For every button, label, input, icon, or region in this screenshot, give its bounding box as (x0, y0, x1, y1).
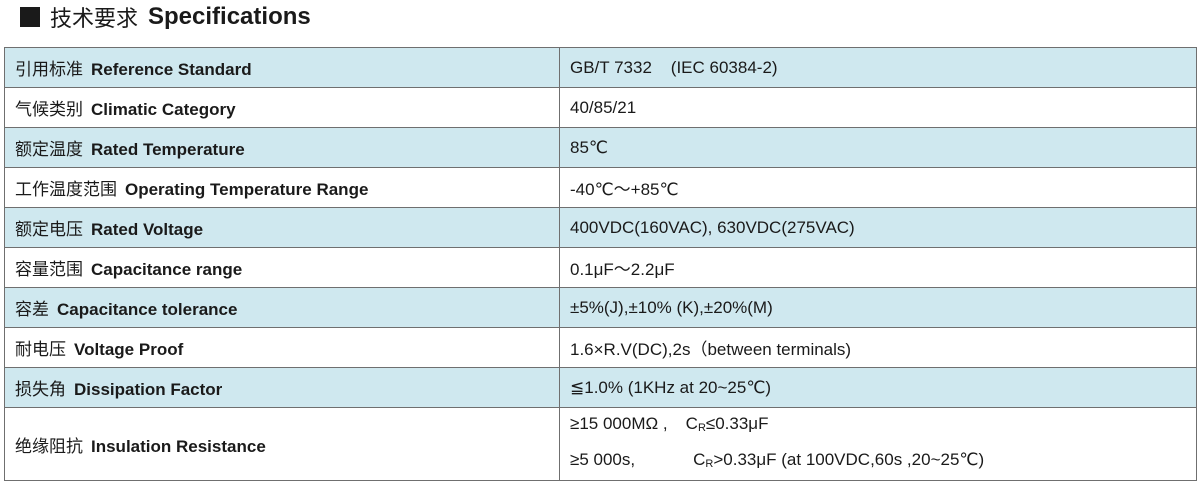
label-english: Climatic Category (91, 100, 236, 119)
insulation-line-1-resistance: ≥15 000MΩ , (570, 414, 668, 433)
label-english: Dissipation Factor (74, 380, 223, 399)
label-chinese: 工作温度范围 (15, 180, 117, 200)
section-heading: 技术要求 Specifications (20, 2, 311, 32)
row-value: 400VDC(160VAC), 630VDC(275VAC) (559, 207, 1197, 248)
row-label: 工作温度范围 Operating Temperature Range (4, 167, 560, 208)
heading-chinese: 技术要求 (50, 7, 139, 32)
row-value: ±5%(J),±10% (K),±20%(M) (559, 287, 1197, 328)
label-chinese: 容量范围 (15, 260, 83, 280)
row-label: 引用标准 Reference Standard (4, 47, 560, 88)
square-bullet-icon (20, 7, 40, 27)
table-row: 额定电压 Rated Voltage 400VDC(160VAC), 630VDC… (4, 207, 1197, 248)
capacitance-subscript: R (705, 458, 714, 470)
capacitance-subscript: R (697, 422, 706, 434)
row-label: 耐电压 Voltage Proof (4, 327, 560, 368)
label-chinese: 引用标准 (15, 60, 83, 80)
insulation-line-1: ≥15 000MΩ , CR≤0.33μF (570, 408, 1196, 444)
row-label: 容差 Capacitance tolerance (4, 287, 560, 328)
table-row: 额定温度 Rated Temperature 85℃ (4, 127, 1197, 168)
row-label: 气候类别 Climatic Category (4, 87, 560, 128)
label-english: Reference Standard (91, 60, 252, 79)
specifications-table: 引用标准 Reference Standard GB/T 7332 (IEC 60… (4, 47, 1197, 481)
row-label: 损失角 Dissipation Factor (4, 367, 560, 408)
insulation-line-2: ≥5 000s, CR>0.33μF (at 100VDC,60s ,20~25℃… (570, 444, 1196, 480)
row-value: GB/T 7332 (IEC 60384-2) (559, 47, 1197, 88)
row-label: 绝缘阻抗 Insulation Resistance (4, 407, 560, 481)
row-value: 85℃ (559, 127, 1197, 168)
table-row: 容量范围 Capacitance range 0.1μF～2.2μF (4, 247, 1197, 288)
table-row: 损失角 Dissipation Factor ≦1.0% (1KHz at 20~… (4, 367, 1197, 408)
label-english: Rated Voltage (91, 220, 204, 239)
table-row: 容差 Capacitance tolerance ±5%(J),±10% (K),… (4, 287, 1197, 328)
table-row: 气候类别 Climatic Category 40/85/21 (4, 87, 1197, 128)
label-english: Capacitance range (91, 260, 243, 279)
label-chinese: 绝缘阻抗 (15, 436, 83, 457)
insulation-line-1-condition: ≤0.33μF (705, 414, 769, 433)
row-label: 容量范围 Capacitance range (4, 247, 560, 288)
row-label: 额定电压 Rated Voltage (4, 207, 560, 248)
row-value: -40℃～+85℃ (559, 167, 1197, 208)
label-english: Capacitance tolerance (57, 300, 238, 319)
label-chinese: 额定电压 (15, 220, 83, 240)
row-value: 40/85/21 (559, 87, 1197, 128)
label-chinese: 气候类别 (15, 100, 83, 120)
table-row: 绝缘阻抗 Insulation Resistance ≥15 000MΩ , CR≤… (4, 407, 1197, 481)
label-chinese: 耐电压 (15, 340, 66, 360)
label-english: Insulation Resistance (91, 436, 266, 456)
capacitance-symbol: C (693, 450, 706, 469)
table-row: 工作温度范围 Operating Temperature Range -40℃～+… (4, 167, 1197, 208)
row-value: 0.1μF～2.2μF (559, 247, 1197, 288)
row-label: 额定温度 Rated Temperature (4, 127, 560, 168)
label-english: Rated Temperature (91, 140, 245, 159)
heading-english: Specifications (148, 3, 311, 30)
label-chinese: 损失角 (15, 380, 66, 400)
label-english: Voltage Proof (74, 340, 184, 359)
insulation-line-2-time-constant: ≥5 000s, (570, 450, 636, 469)
insulation-line-2-condition: >0.33μF (at 100VDC,60s ,20~25℃) (713, 450, 985, 469)
label-chinese: 容差 (15, 300, 49, 320)
capacitance-symbol: C (685, 414, 698, 433)
row-value: ≦1.0% (1KHz at 20~25℃) (559, 367, 1197, 408)
table-row: 引用标准 Reference Standard GB/T 7332 (IEC 60… (4, 47, 1197, 88)
table-row: 耐电压 Voltage Proof 1.6×R.V(DC),2s（between … (4, 327, 1197, 368)
row-value: 1.6×R.V(DC),2s（between terminals) (559, 327, 1197, 368)
row-value: ≥15 000MΩ , CR≤0.33μF ≥5 000s, CR>0.33μF (… (559, 407, 1197, 481)
label-english: Operating Temperature Range (125, 180, 369, 199)
label-chinese: 额定温度 (15, 140, 83, 160)
